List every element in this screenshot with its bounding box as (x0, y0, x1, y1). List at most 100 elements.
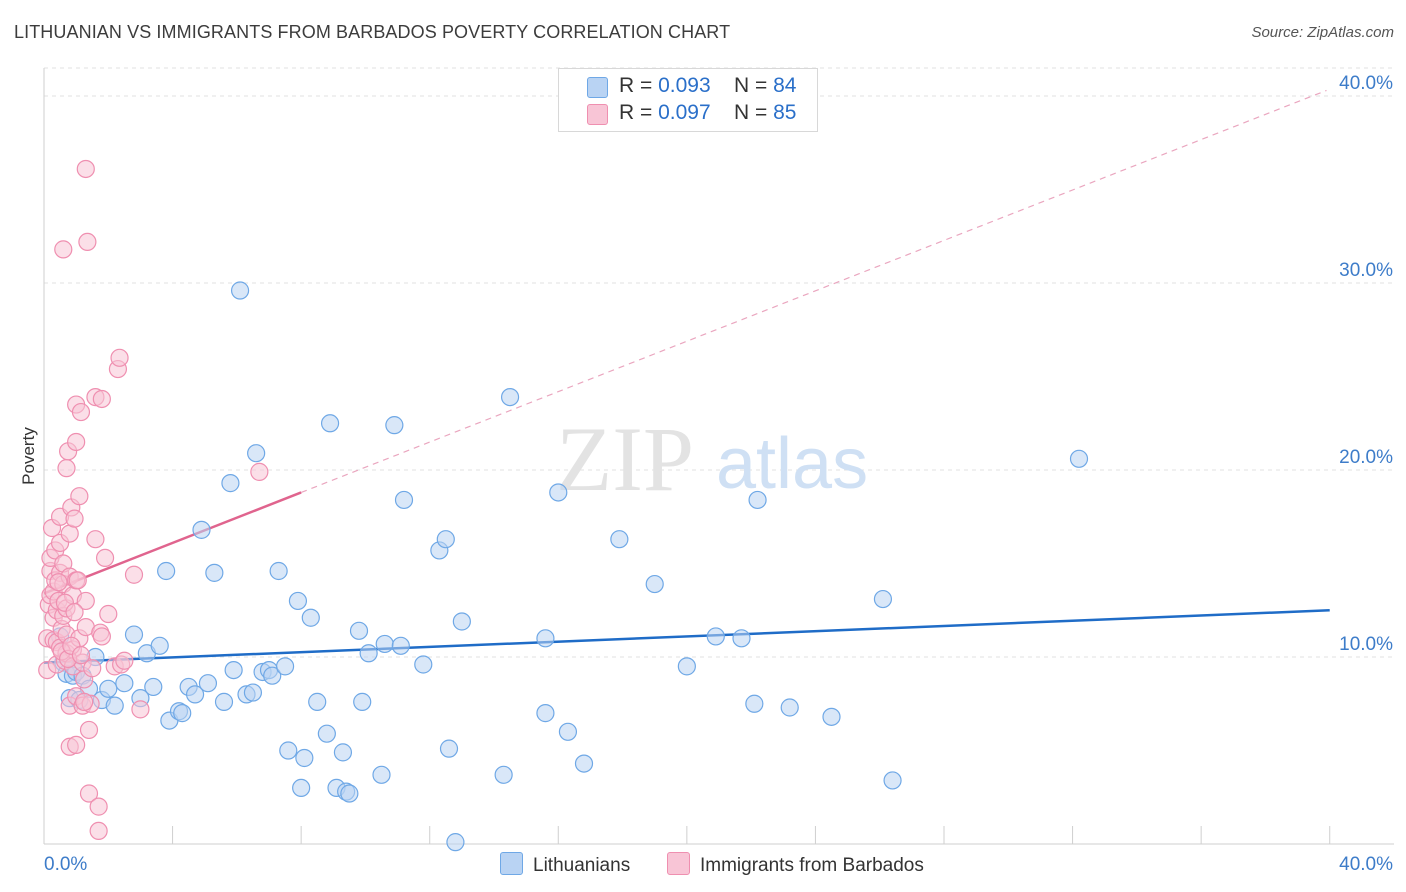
point-barbados (131, 700, 150, 719)
point-lithuanians (677, 657, 696, 676)
point-lithuanians (748, 490, 767, 510)
point-lithuanians (822, 707, 841, 726)
watermark-atlas: atlas (716, 424, 868, 504)
point-barbados (75, 692, 94, 711)
legend-n-label: N = (734, 101, 774, 124)
bottom-legend-label: Immigrants from Barbados (700, 855, 924, 876)
legend-swatch-pink (587, 104, 608, 125)
point-lithuanians (494, 765, 513, 784)
point-lithuanians (214, 692, 234, 711)
point-lithuanians (124, 625, 144, 644)
point-lithuanians (359, 644, 378, 663)
legend-r-value: 0.097 (658, 101, 711, 124)
point-lithuanians (1069, 449, 1089, 468)
point-lithuanians (574, 754, 594, 773)
point-barbados (115, 651, 134, 670)
point-lithuanians (317, 724, 336, 743)
point-barbados (92, 627, 111, 646)
point-lithuanians (263, 666, 282, 685)
point-lithuanians (224, 661, 243, 680)
point-lithuanians (436, 530, 455, 549)
point-barbados (78, 232, 97, 251)
point-lithuanians (288, 591, 308, 611)
point-lithuanians (301, 608, 320, 627)
point-barbados (110, 348, 129, 367)
point-lithuanians (279, 741, 298, 760)
source-label: Source: ZipAtlas.com (1251, 24, 1394, 41)
point-lithuanians (536, 629, 555, 648)
point-lithuanians (185, 685, 205, 704)
trend-line-barbados (43, 491, 302, 595)
point-lithuanians (549, 483, 568, 502)
point-lithuanians (192, 520, 211, 539)
point-lithuanians (99, 679, 118, 698)
trend-extension-barbados (300, 89, 1327, 494)
bottom-legend-lithuanians[interactable]: Lithuanians (500, 852, 630, 877)
point-lithuanians (243, 683, 263, 702)
bottom-legend-swatch-pink (667, 852, 690, 875)
point-lithuanians (439, 739, 459, 758)
bottom-legend-barbados[interactable]: Immigrants from Barbados (667, 852, 924, 877)
point-lithuanians (247, 444, 266, 463)
point-barbados (76, 159, 95, 179)
point-lithuanians (105, 696, 124, 715)
bottom-legend-label: Lithuanians (533, 855, 631, 876)
point-barbados (57, 459, 76, 478)
point-lithuanians (173, 704, 192, 723)
point-lithuanians (500, 387, 520, 407)
point-barbados (99, 604, 118, 624)
point-barbados (71, 402, 91, 422)
point-barbados (92, 389, 111, 409)
y-tick-label: 10.0% (1339, 634, 1393, 655)
point-barbados (68, 571, 87, 590)
point-barbados (54, 240, 73, 259)
point-lithuanians (198, 674, 218, 693)
point-lithuanians (558, 722, 578, 741)
point-lithuanians (353, 692, 372, 711)
point-lithuanians (780, 698, 799, 717)
point-lithuanians (873, 589, 893, 609)
point-lithuanians (391, 636, 410, 655)
point-lithuanians (144, 677, 163, 697)
point-lithuanians (446, 833, 465, 852)
point-lithuanians (205, 563, 224, 582)
point-barbados (79, 720, 99, 740)
point-lithuanians (308, 692, 327, 711)
legend-n-label: N = (734, 74, 774, 97)
point-barbados (89, 821, 108, 841)
point-lithuanians (745, 694, 764, 713)
point-lithuanians (295, 748, 314, 768)
watermark: ZIP atlas (556, 408, 868, 510)
tick-labels: 10.0% 20.0% 30.0% 40.0% 0.0% 40.0% (44, 73, 1393, 875)
y-axis-label: Poverty (19, 427, 38, 485)
point-lithuanians (645, 574, 664, 594)
point-barbados (83, 659, 102, 678)
y-tick-label: 40.0% (1339, 73, 1393, 94)
x-tick-label: 0.0% (44, 854, 87, 875)
point-lithuanians (372, 765, 391, 784)
y-tick-label: 30.0% (1339, 260, 1393, 281)
point-lithuanians (340, 784, 359, 803)
point-barbados (65, 603, 84, 622)
point-barbados (49, 573, 68, 592)
point-lithuanians (221, 474, 240, 493)
point-lithuanians (320, 414, 340, 433)
point-lithuanians (269, 561, 288, 581)
point-barbados (79, 784, 99, 803)
trend-lines (43, 89, 1330, 664)
point-lithuanians (333, 743, 353, 762)
bottom-legend-swatch-blue (500, 852, 523, 875)
point-lithuanians (115, 674, 134, 693)
watermark-zip: ZIP (556, 408, 694, 510)
gridlines (44, 67, 1394, 658)
point-barbados (86, 530, 105, 549)
point-lithuanians (394, 490, 414, 510)
point-lithuanians (275, 657, 295, 676)
point-lithuanians (157, 561, 176, 581)
point-lithuanians (385, 416, 404, 435)
point-barbados (65, 509, 84, 528)
point-lithuanians (452, 612, 471, 631)
point-lithuanians (732, 629, 751, 648)
point-lithuanians (883, 771, 902, 790)
point-lithuanians (706, 627, 725, 646)
